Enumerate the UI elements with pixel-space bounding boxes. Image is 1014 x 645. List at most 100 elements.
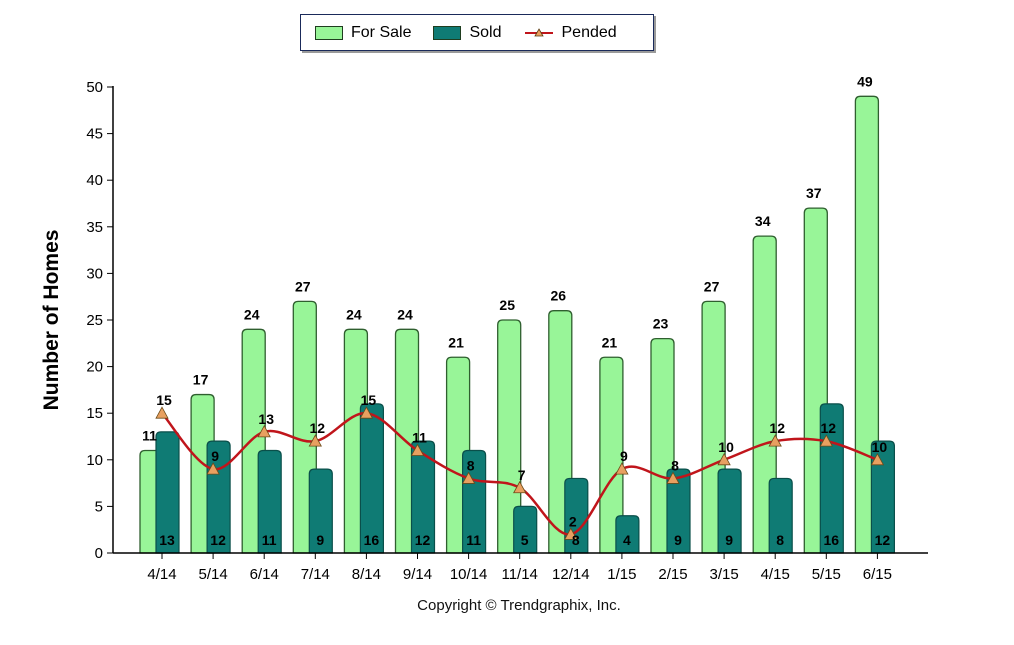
y-tick-label: 40: [86, 172, 103, 189]
pended-value-label: 10: [718, 439, 734, 455]
sold-bar: [615, 515, 640, 554]
x-tick-label: 6/14: [250, 566, 279, 583]
pended-marker: [155, 406, 169, 419]
y-tick-label: 35: [86, 219, 103, 236]
pended-value-label: 12: [769, 420, 785, 436]
x-tick-label: 3/15: [709, 566, 738, 583]
sold-value-label: 5: [521, 532, 529, 548]
y-tick-label: 0: [95, 545, 103, 562]
pended-marker: [206, 462, 220, 475]
legend-label-pended: Pended: [561, 23, 617, 41]
x-tick-label: 9/14: [403, 566, 432, 583]
pended-marker: [461, 471, 476, 484]
sold-value-label: 8: [572, 532, 580, 548]
pended-marker: [870, 452, 885, 466]
x-tick-label: 11/14: [501, 566, 537, 583]
sold-bar: [410, 440, 436, 554]
pended-value-label: 8: [467, 457, 475, 473]
sold-value-label: 4: [623, 532, 631, 548]
pended-value-label: 9: [620, 448, 628, 464]
pended-marker: [819, 434, 833, 447]
for-sale-value-label: 21: [448, 334, 464, 350]
y-tick-label: 50: [86, 79, 103, 96]
pended-marker: [768, 434, 782, 447]
sold-bar: [308, 468, 333, 554]
for-sale-value-label: 21: [602, 334, 618, 350]
sold-value-label: 12: [415, 532, 431, 548]
y-axis-title: Number of Homes: [40, 230, 63, 411]
for-sale-value-label: 17: [193, 372, 209, 388]
y-tick-label: 15: [86, 405, 103, 422]
pended-marker: [564, 527, 578, 540]
for-sale-value-label: 11: [142, 427, 157, 443]
pended-marker: [615, 462, 629, 475]
sold-value-label: 9: [316, 532, 324, 548]
sold-value-label: 12: [875, 532, 891, 548]
sold-bar: [870, 440, 895, 554]
sold-value-label: 11: [262, 532, 277, 548]
sold-value-label: 9: [674, 532, 682, 548]
sold-bar: [359, 403, 384, 554]
pended-value-label: 13: [258, 411, 274, 427]
pended-marker: [666, 471, 680, 484]
pended-value-label: 8: [671, 457, 679, 473]
x-tick-label: 10/14: [450, 566, 488, 583]
for-sale-value-label: 26: [551, 288, 567, 304]
sold-value-label: 12: [210, 532, 226, 548]
pended-marker: [359, 406, 374, 419]
legend-label-sold: Sold: [469, 23, 502, 41]
pended-marker: [717, 452, 731, 466]
pended-value-label: 9: [211, 448, 219, 464]
x-tick-label: 5/15: [812, 566, 841, 583]
x-tick-label: 12/14: [552, 566, 590, 583]
x-tick-label: 2/15: [658, 566, 687, 583]
pended-value-label: 12: [821, 420, 837, 436]
x-tick-label: 5/14: [198, 566, 227, 583]
legend-item-sold: Sold: [433, 23, 502, 42]
for-sale-value-label: 34: [755, 213, 771, 229]
pended-marker: [513, 480, 527, 494]
pended-value-label: 15: [156, 392, 172, 408]
for-sale-value-label: 23: [653, 316, 669, 332]
for-sale-bar: [854, 95, 880, 554]
pended-value-label: 2: [569, 513, 577, 529]
y-tick-label: 30: [86, 265, 103, 282]
x-tick-label: 7/14: [301, 566, 330, 583]
for-sale-value-label: 24: [346, 306, 362, 322]
sold-value-label: 11: [466, 532, 481, 548]
legend: For Sale Sold Pended: [300, 14, 654, 51]
sold-bar: [257, 449, 282, 554]
x-tick-label: 8/14: [352, 566, 381, 583]
y-tick-label: 10: [86, 452, 103, 469]
sold-bar: [717, 468, 742, 554]
sold-value-label: 8: [776, 532, 784, 548]
legend-item-pended: Pended: [524, 24, 617, 42]
x-tick-label: 6/15: [863, 566, 892, 583]
for-sale-value-label: 27: [295, 278, 311, 294]
sold-value-label: 9: [725, 532, 733, 548]
for-sale-value-label: 49: [857, 73, 873, 89]
y-tick-label: 25: [86, 312, 103, 329]
pended-value-label: 7: [518, 467, 526, 483]
x-tick-label: 4/15: [761, 566, 790, 583]
legend-swatch-for-sale: [315, 25, 343, 40]
for-sale-bar: [599, 356, 624, 554]
pended-value-label: 12: [310, 420, 326, 436]
y-tick-label: 20: [86, 359, 103, 376]
sold-value-label: 16: [364, 532, 380, 548]
pended-marker: [257, 425, 271, 438]
y-tick-label: 45: [86, 126, 103, 143]
legend-item-for-sale: For Sale: [315, 24, 411, 42]
sold-bar: [768, 477, 793, 554]
for-sale-value-label: 24: [397, 306, 413, 322]
for-sale-bar: [497, 319, 522, 554]
sold-bar: [513, 505, 538, 554]
x-tick-label: 1/15: [607, 566, 636, 583]
y-tick-label: 5: [95, 498, 103, 515]
x-tick-label: 4/14: [147, 566, 176, 583]
pended-value-label: 10: [872, 439, 888, 455]
pended-marker: [410, 443, 425, 456]
sold-value-label: 16: [824, 532, 840, 548]
pended-value-label: 11: [412, 429, 427, 445]
